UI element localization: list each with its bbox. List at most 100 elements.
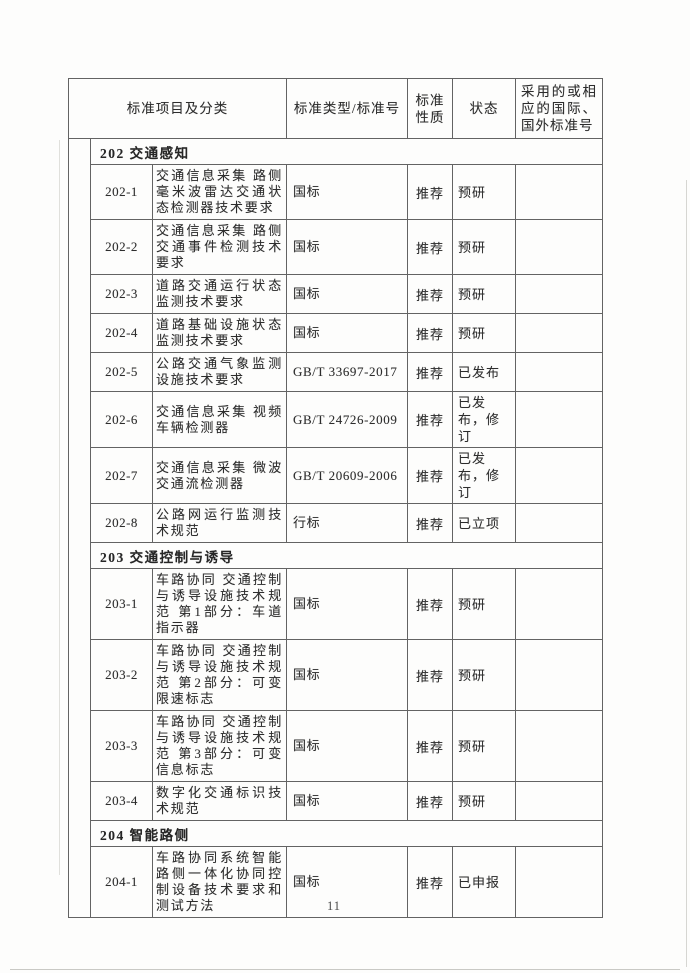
standard-type-cell: 国标 (286, 313, 408, 353)
row-id-cell: 202-5 (90, 352, 153, 392)
row-id-cell: 202-4 (90, 313, 153, 353)
standard-nature-cell: 推荐 (407, 352, 453, 392)
standard-status-cell: 预研 (452, 639, 516, 711)
standard-nature-cell: 推荐 (407, 447, 453, 504)
standard-row: 202-2 交通信息采集 路侧交通事件检测技术要求 国标 推荐 预研 (69, 219, 603, 275)
section-header-row: 202 交通感知 (68, 138, 603, 918)
intl-standard-cell (515, 391, 603, 448)
row-id-cell: 202-6 (90, 391, 153, 448)
row-id-cell: 202-8 (90, 503, 153, 543)
standard-type-cell: 国标 (286, 568, 408, 640)
standard-status-cell: 已立项 (452, 503, 516, 543)
row-id-cell: 202-7 (90, 447, 153, 504)
standard-status-cell: 已申报 (452, 846, 516, 918)
standard-name-cell: 交通信息采集 微波交通流检测器 (152, 447, 287, 504)
standard-row: 202-4 道路基础设施状态监测技术要求 国标 推荐 预研 (69, 313, 603, 353)
standard-type-cell: 国标 (286, 639, 408, 711)
standard-row: 202-5 公路交通气象监测设施技术要求 GB/T 33697-2017 推荐 … (69, 352, 603, 392)
standard-name-cell: 数字化交通标识技术规范 (152, 781, 287, 821)
standard-row: 202-1 交通信息采集 路侧毫米波雷达交通状态检测器技术要求 国标 推荐 预研 (69, 164, 603, 220)
standard-status-cell: 已发布，修订 (452, 391, 516, 448)
intl-standard-cell (515, 781, 603, 821)
standard-type-cell: 国标 (286, 274, 408, 314)
intl-standard-cell (515, 503, 603, 543)
table-header-row: 标准项目及分类 标准类型/标准号 标准性质 状态 采用的或相应的国际、国外标准号 (68, 78, 603, 139)
standard-nature-cell: 推荐 (407, 503, 453, 543)
standard-status-cell: 预研 (452, 568, 516, 640)
standard-name-cell: 道路交通运行状态监测技术要求 (152, 274, 287, 314)
standard-nature-cell: 推荐 (407, 164, 453, 220)
standard-name-cell: 车路协同 交通控制与诱导设施技术规范 第3部分：可变信息标志 (152, 710, 287, 782)
section-title: 204 智能路侧 (90, 820, 603, 847)
standard-type-cell: GB/T 24726-2009 (286, 391, 408, 448)
intl-standard-cell (515, 352, 603, 392)
intl-standard-cell (515, 164, 603, 220)
intl-standard-cell (515, 846, 603, 918)
standard-nature-cell: 推荐 (407, 781, 453, 821)
standard-row: 204-1 车路协同系统智能路侧一体化协同控制设备技术要求和测试方法 国标 推荐… (69, 846, 603, 918)
standard-status-cell: 预研 (452, 313, 516, 353)
standard-nature-cell: 推荐 (407, 313, 453, 353)
standards-table-body: 202 交通感知 202-1 交通信息采集 路侧毫米波雷达交通状态检测器技术要求… (68, 138, 603, 918)
intl-standard-cell (515, 568, 603, 640)
standard-row: 202-3 道路交通运行状态监测技术要求 国标 推荐 预研 (69, 274, 603, 314)
standard-status-cell: 预研 (452, 219, 516, 275)
standard-status-cell: 已发布，修订 (452, 447, 516, 504)
section-title: 203 交通控制与诱导 (90, 542, 603, 569)
standard-status-cell: 预研 (452, 274, 516, 314)
section-header-row: 204 智能路侧 (69, 820, 603, 847)
standard-row: 203-3 车路协同 交通控制与诱导设施技术规范 第3部分：可变信息标志 国标 … (69, 710, 603, 782)
standard-status-cell: 预研 (452, 710, 516, 782)
standard-nature-cell: 推荐 (407, 846, 453, 918)
standard-type-cell: 国标 (286, 710, 408, 782)
section-title: 202 交通感知 (90, 138, 603, 165)
standard-name-cell: 交通信息采集 路侧毫米波雷达交通状态检测器技术要求 (152, 164, 287, 220)
standard-nature-cell: 推荐 (407, 391, 453, 448)
standard-name-cell: 公路交通气象监测设施技术要求 (152, 352, 287, 392)
scan-edge-left (59, 140, 60, 875)
standard-status-cell: 预研 (452, 781, 516, 821)
header-project-classification: 标准项目及分类 (68, 78, 287, 139)
standard-name-cell: 车路协同 交通控制与诱导设施技术规范 第1部分：车道指示器 (152, 568, 287, 640)
header-standard-nature: 标准性质 (407, 78, 453, 139)
standard-name-cell: 车路协同系统智能路侧一体化协同控制设备技术要求和测试方法 (152, 846, 287, 918)
header-standard-type-number: 标准类型/标准号 (286, 78, 408, 139)
standard-row: 203-4 数字化交通标识技术规范 国标 推荐 预研 (69, 781, 603, 821)
standard-status-cell: 预研 (452, 164, 516, 220)
row-id-cell: 203-2 (90, 639, 153, 711)
row-id-cell: 203-4 (90, 781, 153, 821)
row-id-cell: 203-1 (90, 568, 153, 640)
header-status: 状态 (452, 78, 516, 139)
left-gutter-column (68, 138, 91, 918)
scan-edge-right (686, 180, 687, 967)
standard-type-cell: 国标 (286, 164, 408, 220)
standard-nature-cell: 推荐 (407, 568, 453, 640)
standard-nature-cell: 推荐 (407, 710, 453, 782)
intl-standard-cell (515, 313, 603, 353)
row-id-cell: 202-1 (90, 164, 153, 220)
standard-row: 202-7 交通信息采集 微波交通流检测器 GB/T 20609-2006 推荐… (69, 447, 603, 504)
intl-standard-cell (515, 274, 603, 314)
row-id-cell: 203-3 (90, 710, 153, 782)
standard-type-cell: 行标 (286, 503, 408, 543)
standard-type-cell: GB/T 33697-2017 (286, 352, 408, 392)
standard-row: 202-8 公路网运行监测技术规范 行标 推荐 已立项 (69, 503, 603, 543)
standard-name-cell: 车路协同 交通控制与诱导设施技术规范 第2部分：可变限速标志 (152, 639, 287, 711)
intl-standard-cell (515, 710, 603, 782)
header-intl-standard-number: 采用的或相应的国际、国外标准号 (515, 78, 603, 139)
row-id-cell: 204-1 (90, 846, 153, 918)
standard-name-cell: 道路基础设施状态监测技术要求 (152, 313, 287, 353)
intl-standard-cell (515, 447, 603, 504)
standard-row: 203-2 车路协同 交通控制与诱导设施技术规范 第2部分：可变限速标志 国标 … (69, 639, 603, 711)
row-id-cell: 202-2 (90, 219, 153, 275)
standard-nature-cell: 推荐 (407, 219, 453, 275)
standard-type-cell: 国标 (286, 781, 408, 821)
standard-nature-cell: 推荐 (407, 274, 453, 314)
standard-name-cell: 公路网运行监测技术规范 (152, 503, 287, 543)
scan-edge-bottom (10, 969, 680, 970)
standard-row: 203-1 车路协同 交通控制与诱导设施技术规范 第1部分：车道指示器 国标 推… (69, 568, 603, 640)
page-number: 11 (326, 899, 342, 913)
standard-nature-cell: 推荐 (407, 639, 453, 711)
standard-name-cell: 交通信息采集 路侧交通事件检测技术要求 (152, 219, 287, 275)
